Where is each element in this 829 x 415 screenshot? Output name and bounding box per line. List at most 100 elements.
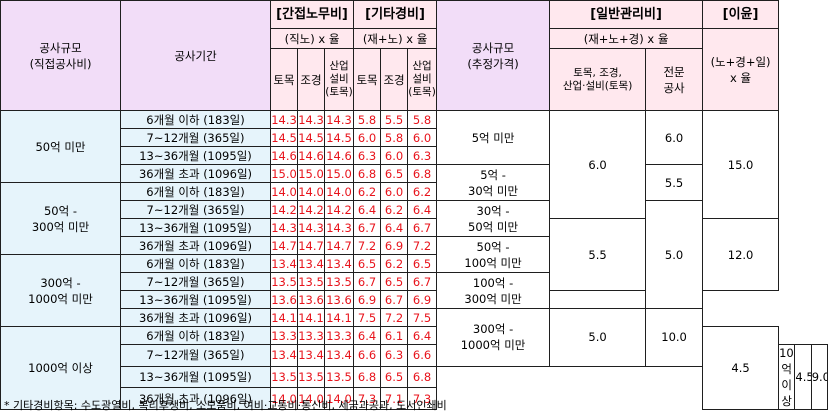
rate-cell: 14.0	[297, 182, 325, 201]
rate-cell: 14.1	[323, 308, 355, 327]
rate-cell: 7.5	[407, 308, 438, 327]
profit-cell: 10.0	[645, 308, 704, 367]
rate-cell: 6.0	[353, 128, 382, 147]
rate-cell: 13.4	[323, 254, 355, 273]
other-formula: (재+노) x 율	[353, 28, 438, 49]
rate-cell: 14.7	[323, 236, 355, 255]
rate-cell: 6.0	[380, 146, 409, 165]
rate-cell: 13.5	[297, 272, 325, 291]
period-cell: 36개월 초과 (1096일)	[120, 308, 271, 327]
rate-cell: 14.5	[323, 128, 355, 147]
rate-cell: 14.2	[270, 200, 298, 219]
rate-cell: 13.3	[270, 326, 298, 345]
rate-cell: 6.5	[353, 254, 382, 273]
profit-formula: (노+경+일) x 율	[702, 28, 780, 111]
rate-cell: 14.0	[323, 182, 355, 201]
period-cell: 36개월 초과 (1096일)	[120, 387, 271, 410]
admin-general-cell: 4.5	[794, 344, 812, 410]
period-cell: 7~12개월 (365일)	[120, 200, 271, 219]
rate-cell: 14.0	[270, 182, 298, 201]
rate-cell: 5.8	[380, 128, 409, 147]
period-cell: 36개월 초과 (1096일)	[120, 236, 271, 255]
period-cell: 13~36개월 (1095일)	[120, 218, 271, 237]
rate-cell: 14.3	[323, 110, 355, 129]
rate-cell: 14.2	[323, 200, 355, 219]
period-header: 공사기간	[120, 0, 271, 111]
period-cell: 6개월 이하 (183일)	[120, 326, 271, 345]
rate-cell: 14.5	[297, 128, 325, 147]
period-cell: 13~36개월 (1095일)	[120, 365, 271, 389]
rate-cell: 5.5	[380, 110, 409, 129]
rate-cell: 15.0	[270, 164, 298, 183]
rate-cell: 6.4	[407, 326, 438, 345]
rate-cell: 6.7	[353, 272, 382, 291]
rate-cell: 6.3	[407, 146, 438, 165]
rate-cell: 13.3	[323, 326, 355, 345]
rate-cell: 14.3	[297, 110, 325, 129]
rate-cell: 6.6	[407, 344, 438, 367]
rate-cell: 13.5	[270, 272, 298, 291]
rate-cell: 6.8	[407, 365, 438, 389]
rate-cell: 14.7	[297, 236, 325, 255]
rate-cell: 13.6	[297, 290, 325, 309]
rate-cell: 6.4	[380, 218, 409, 237]
rate-cell: 6.2	[380, 254, 409, 273]
rate-cell: 6.0	[407, 128, 438, 147]
rate-cell: 14.6	[270, 146, 298, 165]
rate-cell: 6.0	[380, 182, 409, 201]
rate-cell: 13.4	[270, 254, 298, 273]
rate-cell: 13.5	[323, 272, 355, 291]
period-cell: 6개월 이하 (183일)	[120, 182, 271, 201]
rate-cell: 7.5	[353, 308, 382, 327]
rate-cell: 14.3	[323, 218, 355, 237]
rate-cell: 14.0	[270, 387, 298, 410]
other-landscape-header: 조경	[380, 48, 409, 111]
rate-cell: 6.3	[353, 146, 382, 165]
profit-title: [이윤]	[702, 0, 780, 29]
rate-cell: 6.2	[407, 182, 438, 201]
rate-cell: 6.1	[380, 326, 409, 345]
est-scale-cell: 50억 - 100억 미만	[436, 236, 551, 273]
rate-cell: 5.8	[407, 110, 438, 129]
rate-cell: 14.3	[270, 218, 298, 237]
rate-cell: 7.3	[353, 387, 382, 410]
rate-cell: 6.7	[380, 290, 409, 309]
rate-cell: 14.7	[270, 236, 298, 255]
scale-cell: 300억 - 1000억 미만	[0, 254, 121, 327]
period-cell: 7~12개월 (365일)	[120, 128, 271, 147]
rate-cell: 14.3	[297, 218, 325, 237]
est-scale-cell: 30억 - 50억 미만	[436, 200, 551, 237]
rate-cell: 7.3	[407, 387, 438, 410]
rate-cell: 14.3	[270, 110, 298, 129]
rate-cell: 6.5	[380, 164, 409, 183]
admin-special-cell: 4.5	[702, 326, 780, 410]
rate-cell: 5.8	[353, 110, 382, 129]
rate-cell: 6.4	[353, 326, 382, 345]
period-cell: 7~12개월 (365일)	[120, 272, 271, 291]
rate-cell: 6.5	[407, 254, 438, 273]
rate-cell: 14.0	[323, 387, 355, 410]
rate-cell: 13.4	[323, 344, 355, 367]
rate-cell: 6.2	[353, 182, 382, 201]
period-cell: 13~36개월 (1095일)	[120, 146, 271, 165]
rate-cell: 6.7	[353, 218, 382, 237]
rate-cell: 14.6	[297, 146, 325, 165]
rate-cell: 6.5	[380, 272, 409, 291]
est-scale-cell: 1000억 이상	[778, 344, 796, 410]
scale-header: 공사규모 (직접공사비)	[0, 0, 121, 111]
period-cell: 7~12개월 (365일)	[120, 344, 271, 367]
admin-special-cell: 5.5	[645, 164, 704, 201]
labor-landscape-header: 조경	[297, 48, 325, 111]
rate-cell: 15.0	[297, 164, 325, 183]
rate-cell: 13.4	[270, 344, 298, 367]
rate-cell: 13.6	[323, 290, 355, 309]
period-cell: 6개월 이하 (183일)	[120, 110, 271, 129]
footnote: * 기타경비항목: 수도광열비, 복리후생비, 소모품비, 여비·교통비·통신비…	[4, 399, 447, 412]
rate-cell: 7.1	[380, 387, 409, 410]
rate-cell: 6.8	[407, 164, 438, 183]
admin-special-cell: 5.0	[645, 200, 704, 309]
rate-cell: 7.2	[407, 236, 438, 255]
rate-cell: 7.2	[353, 236, 382, 255]
scale-cell: 1000억 이상	[0, 326, 121, 410]
rate-cell: 6.2	[380, 200, 409, 219]
